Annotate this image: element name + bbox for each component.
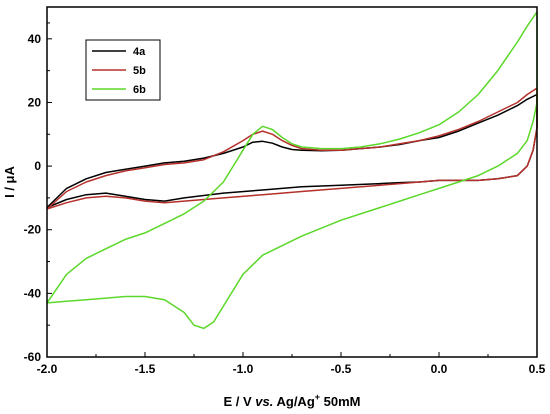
y-tick-label: 20 (28, 95, 42, 109)
legend-label-6b: 6b (133, 84, 146, 96)
legend: 4a 5b 6b (85, 39, 161, 101)
legend-label-5b: 5b (133, 65, 146, 77)
y-axis-title: I / μA (2, 165, 17, 197)
plot-series (46, 11, 538, 330)
y-tick-label: -20 (24, 223, 42, 237)
y-axis-ticks: -60 -40 -20 0 20 40 (24, 22, 52, 364)
x-tick-label: -0.5 (331, 362, 352, 376)
series-line-6b (46, 11, 538, 330)
x-axis-title: E / V vs. Ag/Ag+ 50mM (223, 392, 360, 409)
y-tick-label: -60 (24, 350, 42, 364)
x-tick-label: -2.0 (37, 362, 58, 376)
x-tick-label: 0.5 (529, 362, 546, 376)
series-line-5b (46, 87, 538, 210)
series-line-4a (46, 93, 538, 209)
x-axis-ticks: -2.0 -1.5 -1.0 -0.5 0.0 0.5 (37, 352, 546, 376)
x-tick-label: -1.0 (233, 362, 254, 376)
y-tick-label: 0 (34, 159, 41, 173)
legend-label-4a: 4a (133, 46, 146, 58)
x-tick-label: 0.0 (431, 362, 448, 376)
y-tick-label: -40 (24, 286, 42, 300)
x-tick-label: -1.5 (135, 362, 156, 376)
y-tick-label: 40 (28, 32, 42, 46)
